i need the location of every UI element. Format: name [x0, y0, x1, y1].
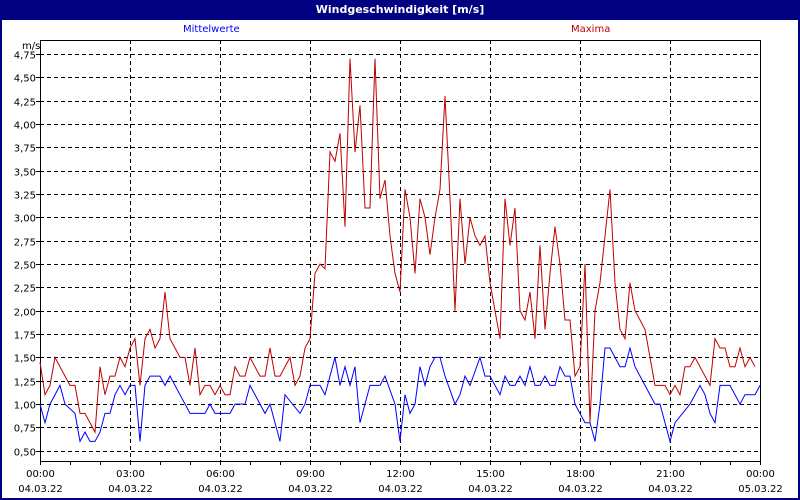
y-tick-label: 2,25 — [14, 284, 36, 295]
x-tick-time: 00:00 — [746, 469, 775, 480]
x-tick-date: 04.03.22 — [468, 484, 513, 495]
x-tick-time: 15:00 — [476, 469, 505, 480]
x-tick-date: 05.03.22 — [738, 484, 783, 495]
x-tick-time: 00:00 — [26, 469, 55, 480]
y-tick-label: 1,00 — [14, 401, 36, 412]
y-tick-label: 2,50 — [14, 261, 36, 272]
y-tick-label: 1,75 — [14, 331, 36, 342]
x-tick-time: 03:00 — [116, 469, 145, 480]
plot-area-border — [40, 40, 761, 462]
legend-max: Maxima — [571, 24, 611, 35]
x-tick-time: 06:00 — [206, 469, 235, 480]
y-tick-label: 1,50 — [14, 354, 36, 365]
y-axis-unit: m/s — [22, 41, 40, 52]
x-tick-date: 04.03.22 — [378, 484, 423, 495]
x-tick-date: 04.03.22 — [198, 484, 243, 495]
x-tick-date: 04.03.22 — [108, 484, 153, 495]
x-tick-date: 04.03.22 — [648, 484, 693, 495]
x-tick-date: 04.03.22 — [558, 484, 603, 495]
y-tick-label: 3,00 — [14, 214, 36, 225]
y-tick-label: 1,25 — [14, 378, 36, 389]
x-tick-date: 04.03.22 — [18, 484, 63, 495]
legend-mean: Mittelwerte — [183, 24, 240, 35]
y-tick-label: 2,75 — [14, 238, 36, 249]
y-tick-label: 3,50 — [14, 168, 36, 179]
y-tick-label: 0,50 — [14, 448, 36, 459]
y-tick-label: 3,25 — [14, 191, 36, 202]
x-tick-time: 09:00 — [296, 469, 325, 480]
max-series-line — [39, 58, 756, 434]
x-tick-date: 04.03.22 — [288, 484, 333, 495]
y-tick-label: 4,00 — [14, 121, 36, 132]
y-tick-label: 0,75 — [14, 424, 36, 435]
mean-series-line — [39, 346, 761, 444]
chart-title: Windgeschwindigkeit [m/s] — [0, 0, 800, 20]
y-tick-label: 4,25 — [14, 98, 36, 109]
x-tick-time: 18:00 — [566, 469, 595, 480]
x-tick-time: 21:00 — [656, 469, 685, 480]
y-tick-label: 4,50 — [14, 74, 36, 85]
y-tick-label: 2,00 — [14, 308, 36, 319]
y-tick-label: 4,75 — [14, 51, 36, 62]
x-tick-time: 12:00 — [386, 469, 415, 480]
y-tick-label: 3,75 — [14, 144, 36, 155]
